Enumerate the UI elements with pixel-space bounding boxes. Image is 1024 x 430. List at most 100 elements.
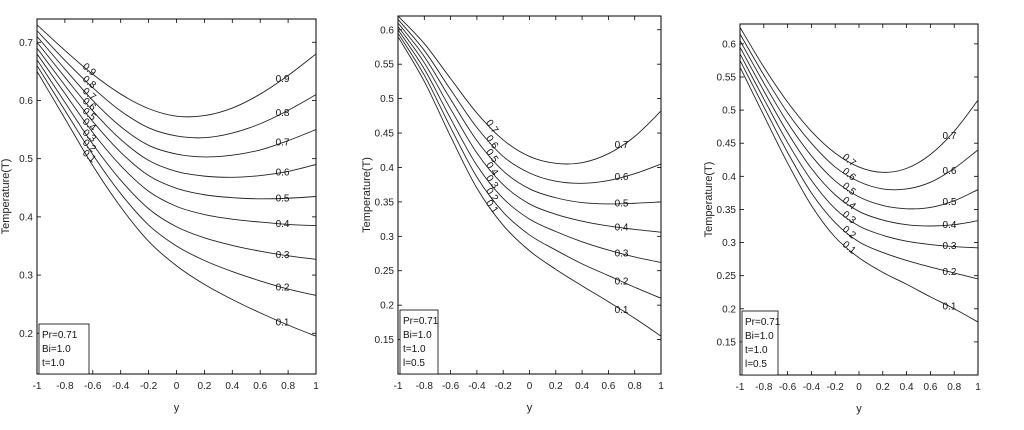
x-tick-label: -0.6 [84, 381, 102, 392]
x-tick-label: -0.4 [803, 382, 821, 393]
series-label-right: 0.6 [276, 167, 290, 178]
legend-entry: Bi=1.0 [745, 331, 774, 342]
y-tick-label: 0.25 [375, 266, 395, 277]
series-label-right: 0.1 [942, 301, 956, 312]
series-label-left: 0.1 [80, 148, 98, 166]
series-line-0.4 [740, 46, 978, 227]
x-tick-label: -0.2 [140, 381, 158, 392]
y-tick-label: 0.3 [19, 271, 33, 282]
legend-entry: Pr=0.71 [403, 316, 439, 327]
x-tick-label: 1 [313, 381, 319, 392]
legend-entry: l=0.5 [403, 358, 425, 369]
series-label-right: 0.5 [276, 193, 290, 204]
y-tick-label: 0.6 [380, 25, 394, 36]
legend-box [399, 309, 439, 375]
series-line-0.4 [37, 53, 316, 227]
series-label-left: 0.1 [840, 239, 858, 257]
x-tick-label: -1 [394, 381, 403, 392]
chart-panel-3: -1 -0.8 -0.6 -0.4 -0.2 0 0.2 0.4 0.6 0.8 1 0.15 0.2 0… [700, 0, 1024, 430]
y-tick-label: 0.35 [717, 205, 737, 216]
series-line-0.4 [398, 26, 661, 233]
x-tick-label: -0.6 [779, 382, 797, 393]
series-label-right: 0.1 [615, 305, 629, 316]
legend-entry: t=1.0 [745, 345, 768, 356]
x-tick-label: 0.4 [900, 382, 914, 393]
chart-panel-2: -1 -0.8 -0.6 -0.4 -0.2 0 0.2 0.4 0.6 0.8 1 0.15 0.2 0… [355, 0, 675, 430]
chart-panel-1: -1 -0.8 -0.6 -0.4 -0.2 0 0.2 0.4 0.6 0.8 1 0.2 0.3 0.… [0, 0, 330, 430]
y-tick-label: 0.4 [722, 172, 736, 183]
y-axis-title: Temperature(T) [0, 159, 12, 235]
x-tick-label: -0.4 [468, 381, 486, 392]
series-label-right: 0.3 [615, 249, 629, 260]
series-label-right: 0.7 [615, 140, 629, 151]
y-tick-label: 0.25 [717, 271, 737, 282]
y-tick-label: 0.6 [19, 96, 33, 107]
series-group [398, 16, 661, 337]
x-tick-label: -0.8 [56, 381, 74, 392]
y-tick-label: 0.4 [19, 212, 33, 223]
series-label-right: 0.2 [276, 282, 290, 293]
y-tick-label: 0.4 [380, 163, 394, 174]
series-label-right: 0.4 [942, 220, 956, 231]
y-tick-label: 0.6 [722, 39, 736, 50]
x-axis-title: y [527, 402, 533, 414]
y-tick-label: 0.5 [722, 106, 736, 117]
legend-entry: Bi=1.0 [42, 344, 71, 355]
y-tick-label: 0.7 [19, 38, 33, 49]
legend-entry: Pr=0.71 [42, 330, 78, 341]
x-tick-label: 0.8 [628, 381, 642, 392]
series-label-right: 0.2 [615, 276, 629, 287]
series-label-right: 0.4 [615, 223, 629, 234]
x-tick-label: 0.2 [876, 382, 890, 393]
y-tick-label: 0.2 [722, 304, 736, 315]
series-group [740, 27, 978, 323]
y-tick-label: 0.2 [380, 301, 394, 312]
y-tick-label: 0.3 [380, 232, 394, 243]
x-tick-label: 0.6 [253, 381, 267, 392]
series-line-0.1 [740, 66, 978, 323]
series-label-right: 0.4 [276, 219, 290, 230]
y-tick-label: 0.2 [19, 329, 33, 340]
series-line-0.7 [398, 16, 661, 165]
plot-frame [36, 18, 317, 375]
y-tick-label: 0.5 [380, 94, 394, 105]
y-tick-label: 0.15 [375, 335, 395, 346]
y-axis-title: Temperature(T) [361, 157, 373, 233]
legend-entry: l=0.5 [745, 359, 767, 370]
x-tick-label: 0 [856, 382, 862, 393]
series-label-right: 0.6 [942, 166, 956, 177]
y-tick-label: 0.15 [717, 337, 737, 348]
x-tick-label: 0.4 [225, 381, 239, 392]
x-tick-label: 0.8 [281, 381, 295, 392]
series-line-0.2 [398, 32, 661, 299]
series-label-left: 0.1 [483, 198, 500, 216]
series-line-0.8 [37, 30, 316, 139]
series-line-0.9 [37, 24, 316, 118]
series-line-0.1 [37, 71, 316, 337]
legend-entry: Pr=0.71 [745, 317, 781, 328]
series-line-0.5 [740, 40, 978, 210]
x-tick-label: -0.2 [827, 382, 845, 393]
y-tick-label: 0.45 [717, 139, 737, 150]
x-tick-label: -1 [736, 382, 745, 393]
series-line-0.3 [740, 53, 978, 249]
series-line-0.6 [398, 19, 661, 184]
series-label-right: 0.3 [942, 241, 956, 252]
series-line-0.1 [398, 36, 661, 337]
x-tick-label: -0.4 [112, 381, 130, 392]
series-line-0.7 [740, 27, 978, 173]
x-tick-label: -0.8 [755, 382, 773, 393]
x-tick-label: -1 [33, 381, 42, 392]
x-tick-label: 1 [975, 382, 981, 393]
x-tick-label: 0.6 [601, 381, 615, 392]
series-line-0.5 [398, 22, 661, 205]
chart-svg: -1 -0.8 -0.6 -0.4 -0.2 0 0.2 0.4 0.6 0.8 1 0.2 0.3 0.… [0, 18, 319, 414]
series-label-right: 0.1 [276, 318, 290, 329]
y-tick-label: 0.55 [375, 60, 395, 71]
x-axis-title: y [174, 402, 180, 414]
x-tick-label: 0.4 [575, 381, 589, 392]
legend-box [38, 323, 90, 375]
series-line-0.2 [740, 60, 978, 280]
x-axis-title: y [856, 403, 862, 415]
